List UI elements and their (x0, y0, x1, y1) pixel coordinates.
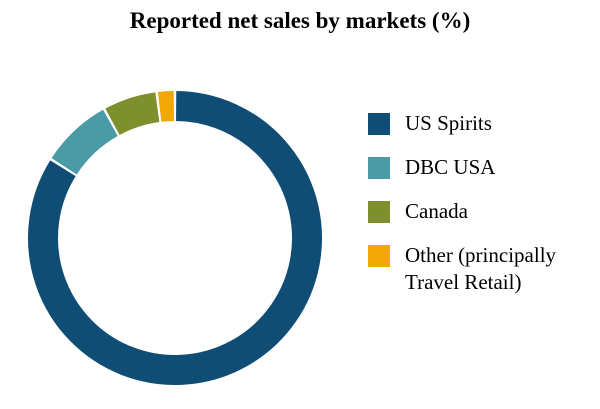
legend-swatch (368, 113, 390, 135)
donut-chart-page: Reported net sales by markets (%) US Spi… (28, 8, 598, 385)
legend-swatch (368, 244, 390, 267)
donut-segment-2 (105, 92, 160, 136)
legend-swatch (368, 156, 390, 179)
chart-title: Reported net sales by markets (%) (129, 8, 471, 33)
legend-label: Other (principally Travel Retail) (405, 242, 557, 294)
legend-label: Canada (405, 198, 468, 223)
legend-label: DBC USA (405, 154, 496, 179)
legend-label: US Spirits (405, 111, 492, 135)
donut-segment-1 (51, 109, 119, 175)
legend-item: Canada (368, 198, 598, 225)
legend-item: Other (principally Travel Retail) (368, 242, 598, 296)
legend-item: DBC USA (368, 154, 598, 181)
donut-segment-3 (157, 91, 175, 122)
legend-swatch (368, 200, 390, 223)
legend-item: US Spirits (368, 110, 598, 137)
donut-segment-0 (28, 91, 322, 385)
donut-chart-area (8, 72, 348, 404)
chart-legend: US Spirits DBC USA Canada Other (princip… (368, 110, 598, 295)
donut-chart (28, 91, 322, 385)
